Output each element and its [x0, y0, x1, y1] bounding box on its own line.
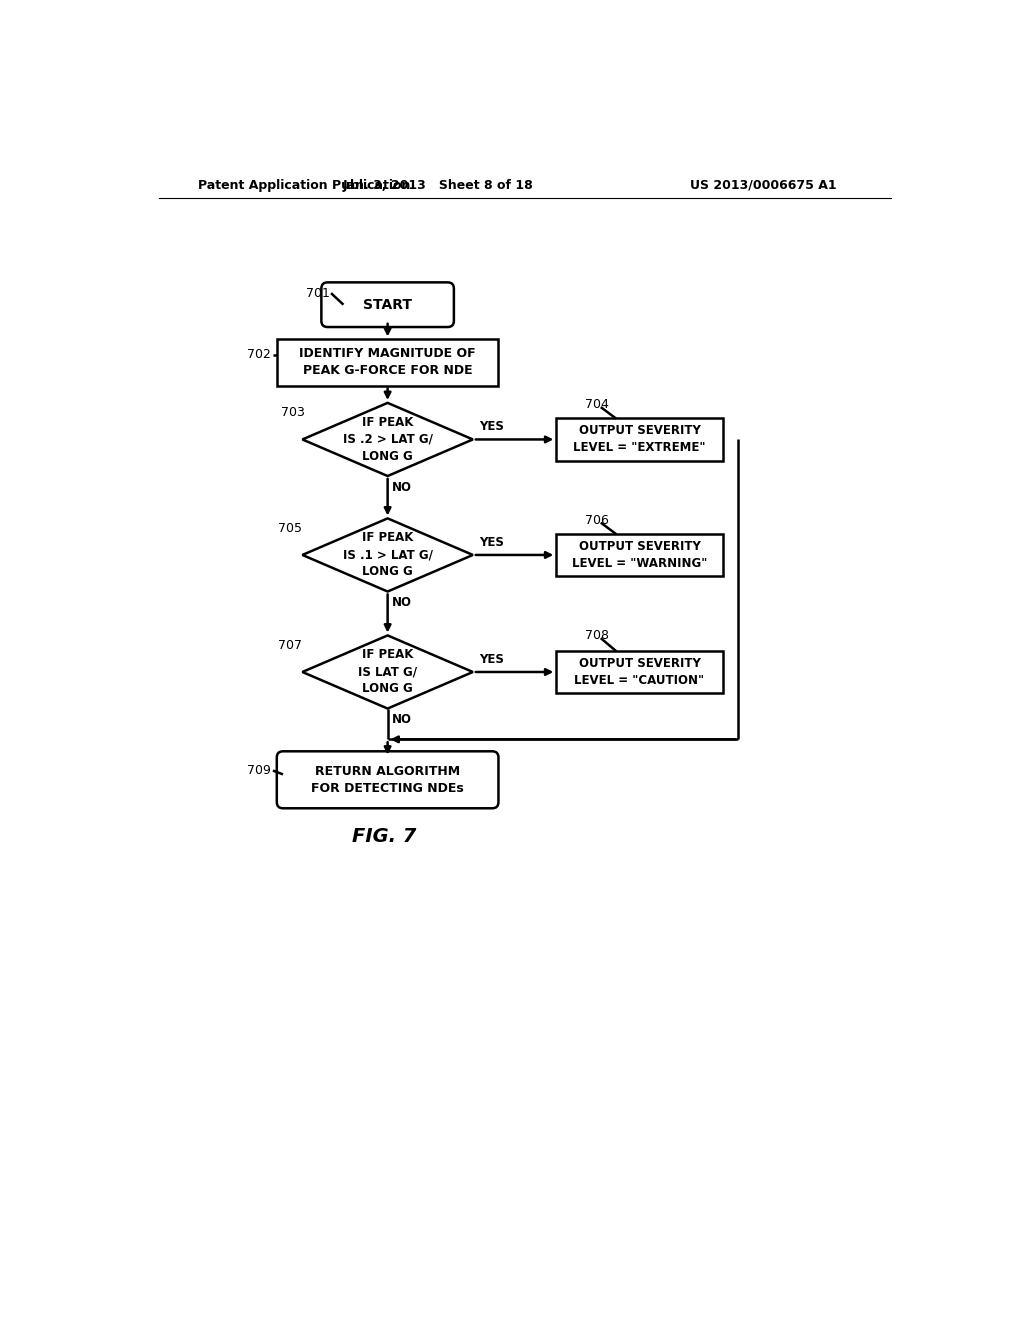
- Text: 709: 709: [248, 764, 271, 777]
- Text: 703: 703: [281, 407, 305, 418]
- Text: 706: 706: [586, 513, 609, 527]
- Polygon shape: [302, 519, 473, 591]
- FancyBboxPatch shape: [276, 751, 499, 808]
- Bar: [556, 533, 723, 576]
- Text: 704: 704: [586, 399, 609, 412]
- Text: 708: 708: [586, 630, 609, 643]
- Text: Patent Application Publication: Patent Application Publication: [198, 178, 411, 191]
- Text: OUTPUT SEVERITY
LEVEL = "CAUTION": OUTPUT SEVERITY LEVEL = "CAUTION": [574, 657, 705, 686]
- Text: US 2013/0006675 A1: US 2013/0006675 A1: [690, 178, 837, 191]
- Text: 702: 702: [248, 348, 271, 362]
- Text: IF PEAK
IS .2 > LAT G/
LONG G: IF PEAK IS .2 > LAT G/ LONG G: [343, 416, 432, 463]
- Text: YES: YES: [479, 536, 504, 549]
- Polygon shape: [302, 635, 473, 709]
- Text: OUTPUT SEVERITY
LEVEL = "WARNING": OUTPUT SEVERITY LEVEL = "WARNING": [571, 540, 708, 570]
- Text: 701: 701: [305, 286, 330, 300]
- Bar: [278, 339, 498, 385]
- Text: 707: 707: [279, 639, 302, 652]
- FancyBboxPatch shape: [322, 282, 454, 327]
- Bar: [556, 418, 723, 461]
- Text: Jan. 3, 2013   Sheet 8 of 18: Jan. 3, 2013 Sheet 8 of 18: [343, 178, 534, 191]
- Text: OUTPUT SEVERITY
LEVEL = "EXTREME": OUTPUT SEVERITY LEVEL = "EXTREME": [573, 425, 706, 454]
- Text: 705: 705: [279, 521, 302, 535]
- Text: START: START: [364, 298, 412, 312]
- Text: IF PEAK
IS .1 > LAT G/
LONG G: IF PEAK IS .1 > LAT G/ LONG G: [343, 532, 432, 578]
- Text: RETURN ALGORITHM
FOR DETECTING NDEs: RETURN ALGORITHM FOR DETECTING NDEs: [311, 764, 464, 795]
- Text: IDENTIFY MAGNITUDE OF
PEAK G-FORCE FOR NDE: IDENTIFY MAGNITUDE OF PEAK G-FORCE FOR N…: [299, 347, 476, 378]
- Text: IF PEAK
IS LAT G/
LONG G: IF PEAK IS LAT G/ LONG G: [358, 648, 417, 696]
- Text: NO: NO: [392, 713, 413, 726]
- Polygon shape: [302, 403, 473, 477]
- Text: YES: YES: [479, 653, 504, 665]
- Text: YES: YES: [479, 420, 504, 433]
- Text: NO: NO: [392, 597, 413, 609]
- Bar: [556, 651, 723, 693]
- Text: FIG. 7: FIG. 7: [351, 826, 416, 846]
- Text: NO: NO: [392, 480, 413, 494]
